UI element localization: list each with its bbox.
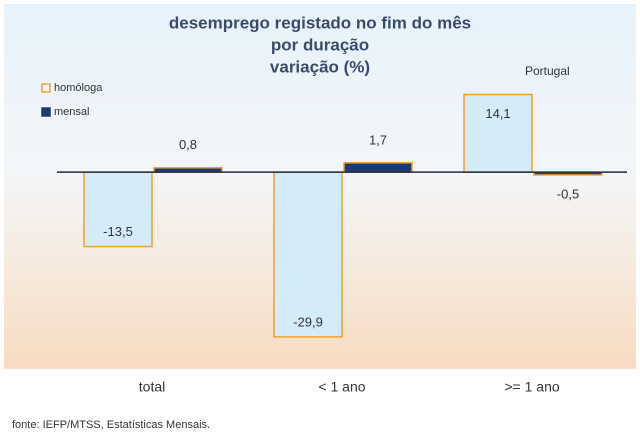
legend-label: homóloga — [54, 82, 103, 94]
bar — [463, 93, 533, 173]
x-tick-label: total — [139, 379, 165, 395]
data-label: -13,5 — [103, 224, 133, 239]
data-label: 14,1 — [485, 106, 510, 121]
source: fonte: IEFP/MTSS, Estatísticas Mensais. — [12, 419, 210, 431]
legend-swatch — [41, 107, 51, 117]
data-label: 0,8 — [179, 137, 197, 152]
data-label: -29,9 — [293, 314, 323, 329]
legend-label: mensal — [54, 106, 89, 118]
chart-title: variação (%) — [270, 57, 370, 76]
chart-title: desemprego registado no fim do mês — [169, 13, 471, 32]
x-tick-label: < 1 ano — [318, 379, 365, 395]
legend-swatch — [41, 83, 51, 93]
data-label: -0,5 — [557, 186, 579, 201]
bar — [343, 162, 413, 173]
x-tick-label: >= 1 ano — [504, 379, 559, 395]
data-label: 1,7 — [369, 132, 387, 147]
chart-title: por duração — [271, 35, 369, 54]
subtitle: Portugal — [525, 64, 570, 78]
bar — [273, 171, 343, 338]
